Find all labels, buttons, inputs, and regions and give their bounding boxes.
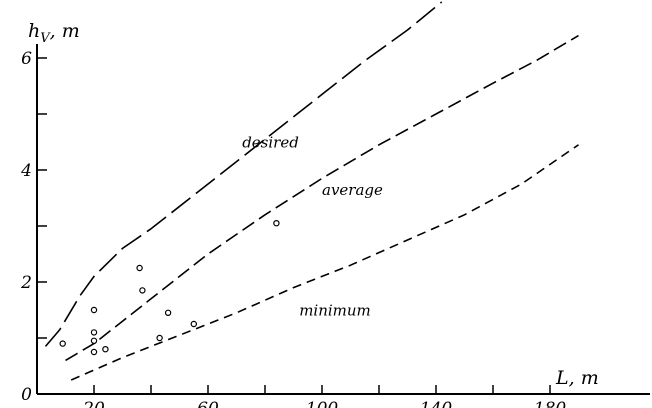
curve-labels: desired average minimum: [242, 134, 383, 320]
scatter-point: [90, 348, 98, 356]
scatter-point: [136, 264, 143, 272]
y-axis-label-sub: V: [40, 31, 51, 46]
scatter-point: [90, 329, 98, 336]
x-axis-label: L, m: [555, 367, 599, 389]
scatter-point: [59, 340, 66, 347]
x-tick-label: 20: [82, 399, 105, 408]
curve-average: [65, 34, 579, 362]
curve-minimum: [70, 144, 579, 381]
x-tick-label: 60: [197, 399, 219, 408]
axes: 20 60 100 140 180 0 2 4 6: [20, 44, 650, 408]
y-axis-label: hV, m: [28, 20, 80, 46]
y-tick-label: 6: [21, 49, 32, 69]
scatter-point: [190, 320, 197, 328]
scatter-point: [90, 306, 98, 314]
curve-label-minimum: minimum: [299, 302, 371, 320]
y-tick-label: 2: [20, 273, 32, 293]
y-axis-label-unit: , m: [50, 20, 80, 42]
y-tick-label: 4: [20, 161, 32, 181]
x-tick-label: 140: [420, 399, 453, 408]
x-ticks: 20 60 100 140 180: [82, 385, 566, 408]
curves: [44, 1, 579, 381]
scatter-points: [59, 219, 280, 356]
y-ticks: 0 2 4 6: [20, 49, 47, 405]
scatter-point: [90, 337, 98, 344]
x-tick-label: 100: [306, 399, 339, 408]
y-axis-label-main: h: [28, 20, 40, 42]
curve-label-desired: desired: [242, 134, 299, 152]
x-tick-label: 180: [534, 399, 567, 408]
scatter-point: [139, 287, 146, 294]
curve-desired: [44, 1, 443, 347]
scatter-point: [156, 334, 163, 342]
scatter-point: [273, 219, 280, 227]
curve-label-average: average: [322, 181, 383, 199]
y-tick-label: 0: [21, 385, 32, 405]
scatter-point: [102, 346, 109, 353]
scatter-point: [164, 309, 172, 316]
